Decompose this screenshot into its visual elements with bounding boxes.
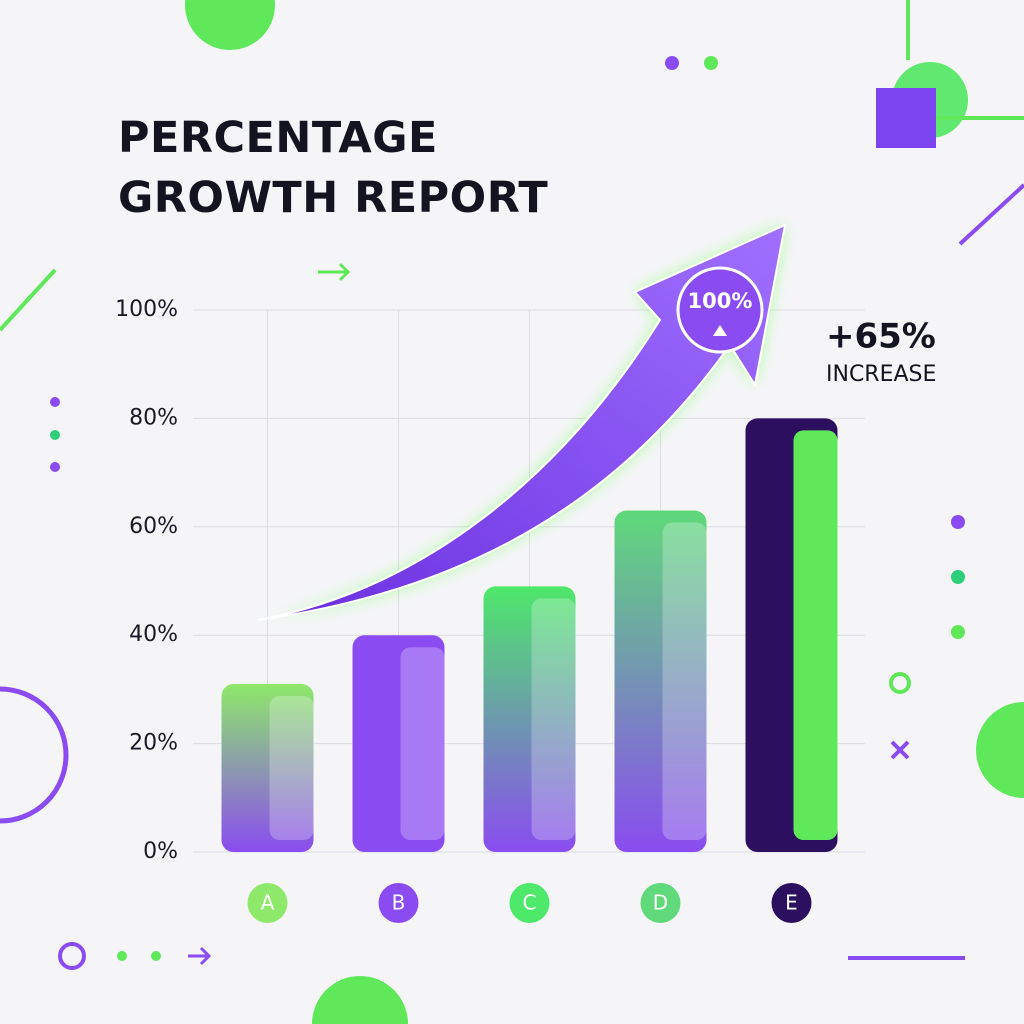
y-tick-label: 20% (129, 731, 178, 756)
plot: 0% 20% 40% 60% 80% 100% A B C D E (115, 297, 865, 923)
growth-arrow (257, 223, 787, 621)
decor-ring (889, 672, 911, 694)
decor-dot (704, 56, 718, 70)
decor-dot (951, 570, 965, 584)
change-label: INCREASE (826, 362, 936, 387)
bar-highlight (400, 647, 445, 840)
y-tick-label: 40% (129, 622, 178, 647)
bar (483, 586, 576, 852)
decor-dot (50, 430, 60, 440)
decor-line (958, 183, 1024, 246)
x-tick-label: C (523, 891, 537, 915)
decor-dot (665, 56, 679, 70)
change-value: +65% (826, 317, 936, 357)
x-tick-label: B (392, 891, 406, 915)
y-tick-label: 80% (129, 405, 178, 430)
x-tick-label: A (261, 891, 275, 915)
x-tick-label: D (653, 891, 668, 915)
decor-circle (312, 976, 408, 1024)
category-badge (247, 883, 288, 923)
category-badge (378, 883, 419, 923)
decor-dot (151, 951, 161, 961)
y-tick-label: 0% (143, 839, 178, 864)
decor-dot (951, 625, 965, 639)
category-badge (509, 883, 550, 923)
x-tick-label: E (785, 891, 798, 915)
badge-label: 100% (688, 289, 753, 313)
bar (352, 635, 445, 852)
decor-ring (58, 942, 86, 970)
badge (676, 266, 764, 354)
decor-dot (951, 515, 965, 529)
decor-circle (976, 702, 1024, 798)
decor-dot (50, 397, 60, 407)
decor-arrow (318, 262, 351, 282)
bar-highlight (531, 598, 576, 840)
decor-circle (185, 0, 275, 50)
category-badge (640, 883, 681, 923)
decor-x (890, 740, 910, 760)
bar (614, 510, 707, 852)
decor-arrow (188, 946, 212, 966)
bar-highlight (269, 695, 314, 840)
category-badge (771, 883, 812, 923)
decor-ring (0, 686, 69, 824)
decor-square (876, 88, 936, 148)
y-tick-label: 100% (115, 297, 178, 322)
badge-triangle (713, 325, 727, 336)
decor-dot (117, 951, 127, 961)
decor-line (0, 268, 57, 332)
y-tick-label: 60% (129, 514, 178, 539)
chart-title: PERCENTAGE GROWTH REPORT (118, 113, 549, 223)
decor-dot (50, 462, 60, 472)
bar-highlight (793, 430, 838, 840)
bar (221, 683, 314, 852)
bar-highlight (662, 522, 707, 840)
